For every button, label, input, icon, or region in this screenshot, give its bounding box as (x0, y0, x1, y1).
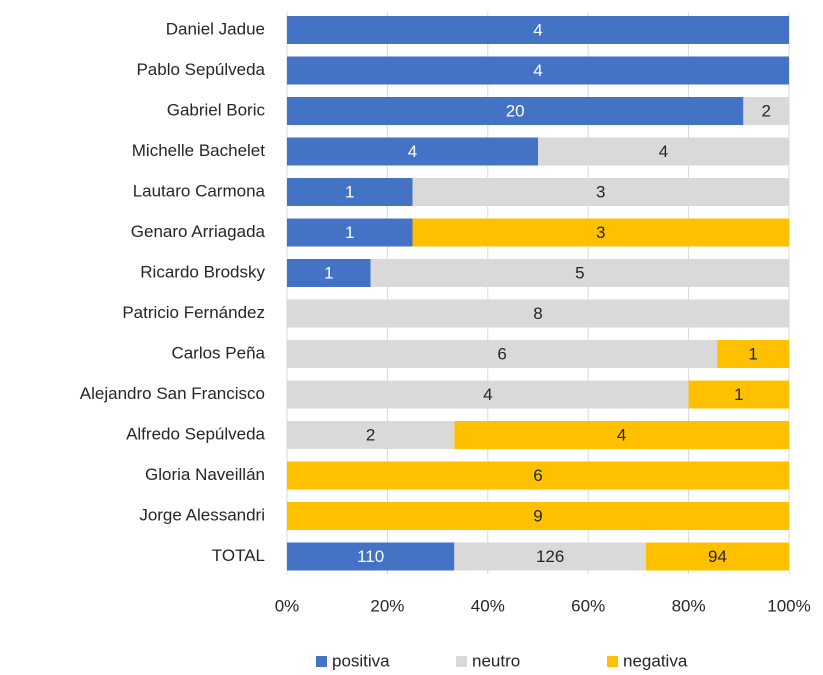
bar-segment (287, 218, 413, 247)
bar-segment (287, 421, 455, 449)
data-label: 1 (748, 344, 757, 363)
legend-label: neutro (472, 651, 520, 670)
x-tick-label: 20% (370, 596, 404, 615)
x-tick-label: 40% (471, 596, 505, 615)
bar-segment (717, 340, 789, 368)
data-label: 4 (483, 385, 492, 404)
y-tick-label: Lautaro Carmona (133, 181, 266, 200)
data-label: 8 (533, 304, 542, 323)
legend-label: positiva (332, 651, 390, 670)
y-tick-label: Carlos Peña (171, 343, 265, 362)
bar-segment (538, 137, 789, 166)
data-label: 110 (357, 547, 384, 566)
y-tick-label: Gloria Naveillán (145, 465, 265, 484)
data-label: 20 (506, 101, 525, 120)
bar-segment (743, 97, 789, 125)
y-tick-label: Gabriel Boric (167, 100, 266, 119)
bar-segment (287, 137, 538, 166)
bar-segment (646, 542, 789, 571)
bar-segment (287, 502, 789, 530)
data-label: 4 (659, 142, 668, 161)
bar-segment (287, 380, 689, 409)
data-label: 2 (366, 425, 375, 444)
y-tick-label: TOTAL (212, 546, 265, 565)
y-tick-label: Daniel Jadue (166, 19, 265, 38)
data-label: 1 (345, 223, 354, 242)
y-tick-label: Patricio Fernández (122, 303, 265, 322)
data-label: 3 (596, 223, 605, 242)
legend-swatch (607, 656, 618, 667)
bar-segment (287, 461, 789, 490)
y-tick-label: Genaro Arriagada (131, 222, 266, 241)
data-label: 126 (536, 547, 564, 566)
y-tick-label: Alfredo Sepúlveda (126, 424, 265, 443)
y-tick-label: Michelle Bachelet (132, 141, 266, 160)
data-label: 9 (533, 506, 542, 525)
legend-swatch (316, 656, 327, 667)
x-tick-label: 80% (672, 596, 706, 615)
x-tick-label: 100% (767, 596, 810, 615)
data-label: 1 (324, 263, 333, 282)
bar-segment (454, 421, 789, 449)
data-label: 2 (761, 101, 770, 120)
data-label: 4 (533, 61, 542, 80)
bar-segment (287, 178, 413, 206)
data-label: 1 (345, 182, 354, 201)
bar-segment (454, 542, 647, 571)
bar-segment (287, 542, 455, 571)
bar-segment (287, 340, 718, 368)
bar-segment (287, 56, 789, 85)
x-tick-label: 60% (571, 596, 605, 615)
bar-segment (287, 97, 744, 125)
x-tick-label: 0% (275, 596, 300, 615)
data-label: 4 (408, 142, 417, 161)
y-tick-label: Alejandro San Francisco (80, 384, 265, 403)
data-label: 4 (533, 20, 542, 39)
data-label: 5 (575, 263, 584, 282)
legend-label: negativa (623, 651, 688, 670)
bar-segment (370, 259, 789, 287)
y-tick-label: Pablo Sepúlveda (136, 60, 265, 79)
legend-swatch (456, 656, 467, 667)
y-tick-label: Ricardo Brodsky (140, 262, 265, 281)
data-label: 6 (497, 344, 506, 363)
bar-segment (412, 178, 789, 206)
y-tick-label: Jorge Alessandri (139, 505, 265, 524)
bar-segment (287, 16, 789, 44)
data-label: 94 (708, 547, 727, 566)
data-label: 3 (596, 182, 605, 201)
data-label: 4 (617, 425, 626, 444)
bar-segment (287, 259, 371, 287)
bar-segment (287, 299, 789, 328)
data-label: 1 (734, 385, 743, 404)
bar-segment (412, 218, 789, 247)
data-label: 6 (533, 466, 542, 485)
bar-segment (688, 380, 789, 409)
